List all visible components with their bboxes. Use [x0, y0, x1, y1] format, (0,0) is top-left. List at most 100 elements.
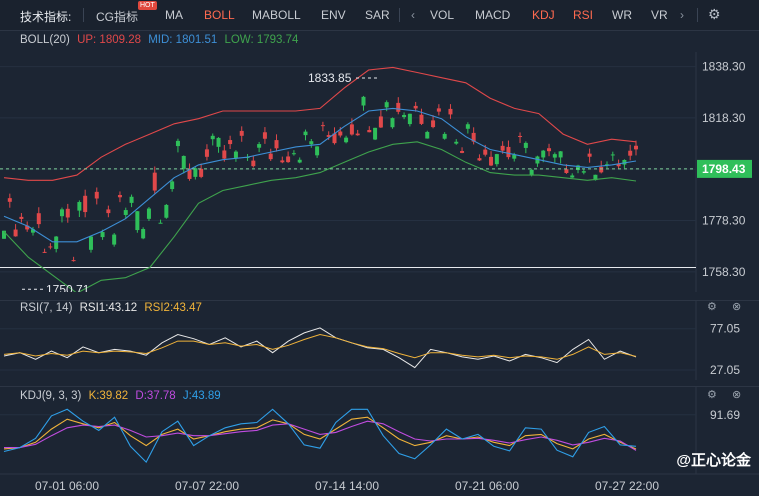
upper-band-line [3, 66, 637, 181]
candle-body [187, 168, 192, 179]
rsi2-value: RSI2:43.47 [144, 302, 202, 314]
candle-body [94, 191, 99, 199]
tab-env[interactable]: ENV [321, 8, 346, 22]
candle-body [407, 113, 412, 125]
candle-body [384, 102, 389, 108]
candle-body [100, 232, 105, 238]
indicator-toolbar: 技术指标: CG指标 HOT MA BOLL MABOLL ENV SAR ‹ … [0, 0, 759, 31]
candle-body [332, 133, 337, 144]
candle-body [286, 156, 291, 163]
candle-body [170, 181, 175, 190]
gear-icon[interactable]: ⚙ [707, 301, 717, 313]
tab-rsi[interactable]: RSI [573, 8, 594, 22]
rsi-pane-controls: ⚙ ⊗ [707, 300, 741, 313]
candle-body [622, 160, 627, 165]
middle-band-line [3, 107, 637, 243]
indicator-label: 技术指标: [20, 10, 72, 24]
y-tick-label: 27.05 [710, 363, 740, 377]
x-tick-label: 07-01 06:00 [35, 479, 99, 492]
lower-band-line [3, 141, 637, 292]
candle-body [402, 114, 407, 118]
candle-body [158, 222, 163, 224]
candle-body [390, 118, 395, 128]
candle-body [77, 202, 82, 211]
boll-header: BOLL(20) UP: 1809.28 MID: 1801.51 LOW: 1… [20, 34, 298, 46]
close-icon[interactable]: ⊗ [731, 301, 742, 313]
candle-body [204, 149, 209, 157]
tab-wr[interactable]: WR [612, 8, 632, 22]
candle-body [628, 150, 633, 156]
y-tick-label: 1758.30 [702, 265, 746, 279]
candle-body [19, 216, 24, 219]
rsi-chart[interactable]: 77.05 27.05 [0, 300, 759, 380]
candle-body [117, 195, 122, 198]
candle-body [599, 167, 604, 173]
candle-body [222, 150, 227, 159]
candle-body [344, 137, 349, 143]
candle-body [71, 260, 76, 262]
candle-body [228, 140, 233, 145]
candle-body [112, 234, 117, 245]
candle-body [30, 229, 35, 233]
candle-body [83, 195, 88, 213]
candle-body [576, 165, 581, 171]
boll-up: UP: 1809.28 [77, 34, 141, 46]
gear-icon[interactable]: ⚙ [708, 6, 721, 22]
candle-body [152, 172, 157, 191]
candle-body [135, 211, 140, 231]
candle-body [59, 209, 64, 217]
tab-macd[interactable]: MACD [475, 8, 511, 22]
candle-body [291, 153, 296, 155]
tab-vol[interactable]: VOL [430, 8, 455, 22]
tab-maboll[interactable]: MABOLL [252, 8, 301, 22]
rsi1-line [3, 327, 637, 369]
candle-body [123, 210, 128, 215]
tab-boll[interactable]: BOLL [204, 8, 235, 22]
candle-body [303, 131, 308, 136]
k-value: K:39.82 [88, 390, 129, 402]
candle-body [2, 230, 6, 239]
tab-ma[interactable]: MA [165, 8, 183, 22]
candle-body [558, 151, 563, 158]
candle-body [106, 209, 111, 214]
candle-body [541, 150, 546, 158]
candle-body [239, 130, 244, 136]
candle-body [547, 148, 552, 152]
tab-sar[interactable]: SAR [365, 8, 390, 22]
candle-body [361, 96, 366, 106]
candle-body [535, 156, 540, 164]
tab-vr[interactable]: VR [651, 8, 668, 22]
chevron-left-icon[interactable]: ‹ [411, 8, 415, 22]
candle-body [193, 168, 198, 177]
candle-body [529, 169, 534, 176]
candle-body [581, 171, 586, 173]
candle-body [320, 125, 325, 127]
tab-cg[interactable]: CG指标 [96, 10, 139, 24]
candle-body [518, 135, 523, 137]
candle-body [605, 164, 610, 166]
close-icon[interactable]: ⊗ [731, 389, 742, 401]
candle-body [146, 208, 151, 219]
candle-body [280, 160, 285, 163]
kdj-header: KDJ(9, 3, 3) K:39.82 D:37.78 J:43.89 [20, 390, 221, 402]
chevron-right-icon[interactable]: › [680, 8, 684, 22]
candle-body [564, 169, 569, 173]
x-tick-label: 07-14 14:00 [315, 479, 379, 492]
gear-icon[interactable]: ⚙ [707, 389, 717, 401]
candle-body [465, 124, 470, 129]
candle-body [431, 120, 436, 128]
kdj-chart[interactable]: 91.69 07-01 06:00 07-07 22:00 07-14 14:00 07… [0, 386, 759, 492]
d-line [4, 420, 637, 451]
candle-body [483, 149, 488, 155]
y-tick-label: 77.05 [710, 322, 740, 336]
tab-kdj[interactable]: KDJ [532, 8, 555, 22]
rsi2-line [3, 333, 637, 360]
candle-body [634, 145, 638, 150]
candle-body [570, 175, 575, 178]
candle-body [268, 153, 273, 160]
candle-body [88, 236, 93, 250]
hot-badge: HOT [138, 1, 157, 10]
candle-body [442, 133, 447, 139]
candle-body [326, 135, 331, 137]
